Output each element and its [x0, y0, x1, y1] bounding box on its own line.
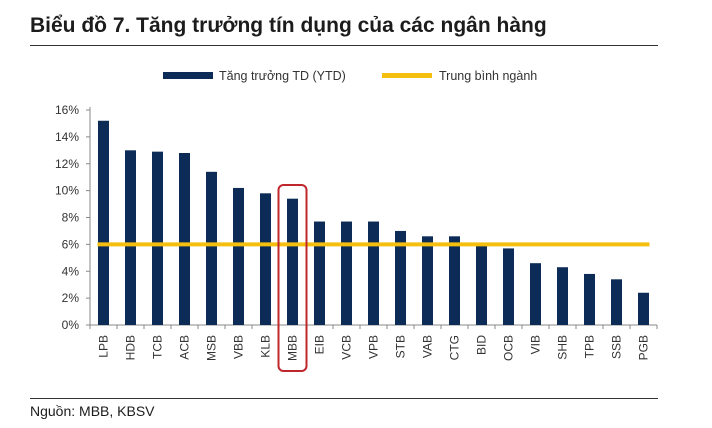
bar-ocb — [503, 248, 514, 325]
x-tick-label: VAB — [421, 335, 435, 358]
bar-vcb — [341, 221, 352, 325]
x-tick-label: EIB — [313, 335, 327, 354]
chart-legend: Tăng trưởng TD (YTD) Trung bình ngành — [163, 69, 537, 83]
bar-chart: Tăng trưởng TD (YTD) Trung bình ngành 0%… — [55, 69, 658, 372]
bar-vab — [422, 236, 433, 325]
bar-mbb — [287, 198, 298, 325]
y-tick-label: 0% — [62, 318, 80, 332]
x-tick-label: SHB — [556, 335, 570, 360]
y-tick-label: 16% — [55, 103, 79, 117]
bar-tpb — [584, 273, 595, 325]
legend-swatch-industry-average — [382, 73, 432, 78]
x-tick-label: BID — [475, 335, 489, 355]
bar-vib — [530, 263, 541, 325]
title-divider — [30, 45, 658, 46]
legend-swatch-credit-growth — [163, 72, 213, 79]
y-tick-label: 10% — [55, 184, 79, 198]
highlight-box-mbb — [277, 184, 308, 372]
bar-eib — [314, 221, 325, 325]
footer-divider — [30, 398, 658, 399]
x-tick-label: OCB — [502, 335, 516, 361]
bar-klb — [260, 193, 271, 325]
bar-vpb — [368, 221, 379, 325]
bar-hdb — [125, 150, 136, 325]
y-tick-label: 2% — [62, 291, 80, 305]
bar-vbb — [233, 187, 244, 325]
x-tick-label: PGB — [637, 335, 651, 360]
y-tick-label: 12% — [55, 157, 79, 171]
legend-label-industry-average: Trung bình ngành — [439, 69, 537, 83]
bar-msb — [206, 171, 217, 325]
x-tick-label: MSB — [205, 335, 219, 361]
chart-title: Biểu đồ 7. Tăng trưởng tín dụng của các … — [30, 14, 547, 37]
bar-ctg — [449, 236, 460, 325]
highlight-group — [277, 184, 308, 372]
bar-bid — [476, 245, 487, 325]
x-tick-label: VPB — [367, 335, 381, 359]
x-tick-label: VIB — [529, 335, 543, 354]
x-tick-label: CTG — [448, 335, 462, 360]
bar-shb — [557, 267, 568, 325]
bar-pgb — [638, 292, 649, 325]
bar-acb — [179, 153, 190, 325]
x-tick-label: LPB — [97, 335, 111, 358]
chart-bars: LPB HDB TCB ACB MSB VBB KLB MBB EIB VCB VPB STB VAB C… — [97, 120, 651, 361]
x-tick-label: VBB — [232, 335, 246, 359]
x-tick-label: KLB — [259, 335, 273, 358]
x-tick-label: TPB — [583, 335, 597, 358]
source-note: Nguồn: MBB, KBSV — [30, 403, 155, 419]
x-tick-label: STB — [394, 335, 408, 358]
bar-ssb — [611, 279, 622, 325]
bar-tcb — [152, 151, 163, 325]
y-tick-label: 8% — [62, 211, 80, 225]
x-tick-label: HDB — [124, 335, 138, 360]
x-tick-label: TCB — [151, 335, 165, 359]
x-tick-label: ACB — [178, 335, 192, 360]
x-tick-label: MBB — [286, 335, 300, 361]
y-tick-label: 14% — [55, 130, 79, 144]
x-tick-label: VCB — [340, 335, 354, 360]
bar-lpb — [98, 120, 109, 325]
y-tick-label: 6% — [62, 237, 80, 251]
y-tick-label: 4% — [62, 264, 80, 278]
bar-stb — [395, 230, 406, 325]
x-tick-label: SSB — [610, 335, 624, 359]
legend-label-credit-growth: Tăng trưởng TD (YTD) — [219, 69, 346, 83]
